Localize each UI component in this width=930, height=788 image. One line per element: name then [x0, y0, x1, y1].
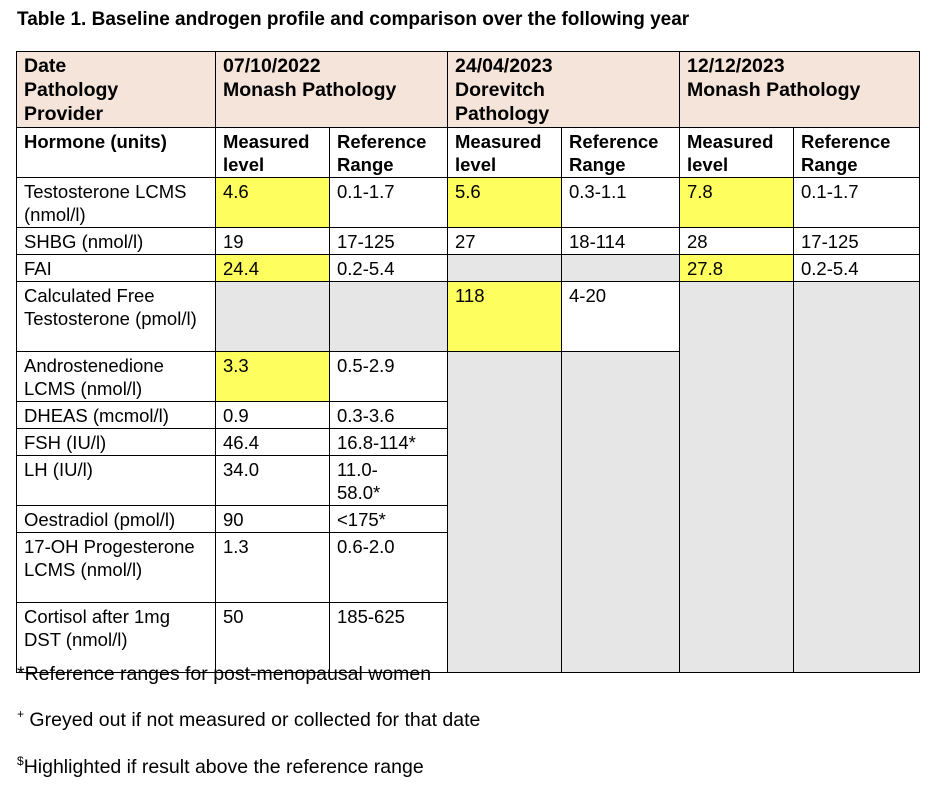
measured-value: 46.4	[215, 428, 330, 456]
reference-range: 11.0-58.0*	[329, 455, 448, 506]
greyed-cell	[679, 281, 794, 673]
measured-value: 19	[215, 227, 330, 255]
table-row: Cortisol after 1mg DST (nmol/l) 50 185-6…	[16, 602, 920, 673]
subheader-reference-2: Reference Range	[561, 127, 680, 178]
greyed-cell	[447, 254, 562, 282]
table-row: FSH (IU/l) 46.4 16.8-114*	[16, 428, 920, 456]
measured-value: 0.9	[215, 401, 330, 429]
hormone-name: LH (IU/l)	[16, 455, 216, 506]
table-row: Oestradiol (pmol/l) 90 <175*	[16, 505, 920, 533]
measured-value: 34.0	[215, 455, 330, 506]
greyed-cell	[329, 281, 448, 352]
subheader-hormone: Hormone (units)	[16, 127, 216, 178]
greyed-cell	[215, 281, 330, 352]
hormone-name: Cortisol after 1mg DST (nmol/l)	[16, 602, 216, 673]
header-label-provider: Provider	[24, 103, 104, 125]
reference-range: 0.2-5.4	[329, 254, 448, 282]
measured-value: 5.6	[447, 177, 562, 228]
header-label-date: Date	[24, 55, 67, 77]
table-row: Testosterone LCMS (nmol/l) 4.6 0.1-1.7 5…	[16, 177, 920, 228]
footnote-mark: +	[17, 707, 25, 721]
reference-range: 17-125	[329, 227, 448, 255]
hormone-name: FSH (IU/l)	[16, 428, 216, 456]
reference-range: 16.8-114*	[329, 428, 448, 456]
measured-value: 50	[215, 602, 330, 673]
hormone-name: FAI	[16, 254, 216, 282]
table-row: Androstenedione LCMS (nmol/l) 3.3 0.5-2.…	[16, 351, 920, 673]
header-date-col-2: 24/04/2023 Dorevitch Pathology	[447, 51, 680, 128]
measured-value: 3.3	[215, 351, 330, 402]
table-title: Table 1. Baseline androgen profile and c…	[17, 9, 690, 30]
footnote-text: Greyed out if not measured or collected …	[24, 709, 481, 731]
reference-range: 0.1-1.7	[329, 177, 448, 228]
reference-range: 4-20	[561, 281, 680, 352]
reference-range: 0.2-5.4	[793, 254, 920, 282]
subheader-row: Hormone (units) Measured level Reference…	[16, 127, 920, 178]
measured-value: 24.4	[215, 254, 330, 282]
greyed-cell	[793, 281, 920, 673]
reference-range: 17-125	[793, 227, 920, 255]
hormone-name: SHBG (nmol/l)	[16, 227, 216, 255]
measured-value: 28	[679, 227, 794, 255]
measured-value: 27.8	[679, 254, 794, 282]
measured-value: 4.6	[215, 177, 330, 228]
hormone-name: Androstenedione LCMS (nmol/l)	[16, 351, 216, 402]
hormone-name: Oestradiol (pmol/l)	[16, 505, 216, 533]
footnote-reference-ranges: *Reference ranges for post-menopausal wo…	[17, 663, 431, 686]
table-row: DHEAS (mcmol/l) 0.9 0.3-3.6	[16, 401, 920, 429]
footnote-highlighted: $Highlighted if result above the referen…	[17, 754, 424, 779]
subheader-measured-1: Measured level	[215, 127, 330, 178]
hormone-name: DHEAS (mcmol/l)	[16, 401, 216, 429]
greyed-cell	[561, 254, 680, 282]
reference-range: <175*	[329, 505, 448, 533]
subheader-reference-1: Reference Range	[329, 127, 448, 178]
provider-2: Dorevitch Pathology	[455, 79, 550, 125]
table-row: Calculated Free Testosterone (pmol/l) 11…	[16, 281, 920, 673]
reference-range: 0.5-2.9	[329, 351, 448, 402]
subheader-measured-3: Measured level	[679, 127, 794, 178]
hormone-name: 17-OH Progesterone LCMS (nmol/l)	[16, 532, 216, 603]
measured-value: 118	[447, 281, 562, 352]
reference-range: 18-114	[561, 227, 680, 255]
table-row: FAI 24.4 0.2-5.4 27.8 0.2-5.4	[16, 254, 920, 282]
greyed-cell	[561, 351, 680, 673]
header-label-pathology: Pathology	[24, 79, 119, 101]
header-date-col-3: 12/12/2023 Monash Pathology	[679, 51, 920, 128]
footnote-mark: $	[17, 754, 24, 768]
provider-3: Monash Pathology	[687, 79, 861, 101]
provider-1: Monash Pathology	[223, 79, 397, 101]
measured-value: 27	[447, 227, 562, 255]
footnote-text: *Reference ranges for post-menopausal wo…	[17, 663, 432, 685]
table-row: SHBG (nmol/l) 19 17-125 27 18-114 28 17-…	[16, 227, 920, 255]
header-row-label: Date Pathology Provider	[16, 51, 216, 128]
date-2: 24/04/2023	[455, 55, 553, 77]
header-date-col-1: 07/10/2022 Monash Pathology	[215, 51, 448, 128]
measured-value: 7.8	[679, 177, 794, 228]
hormone-name: Calculated Free Testosterone (pmol/l)	[16, 281, 216, 352]
table-row: LH (IU/l) 34.0 11.0-58.0*	[16, 455, 920, 506]
reference-range: 0.6-2.0	[329, 532, 448, 603]
reference-range: 0.1-1.7	[793, 177, 920, 228]
hormone-name: Testosterone LCMS (nmol/l)	[16, 177, 216, 228]
header-row: Date Pathology Provider 07/10/2022 Monas…	[16, 51, 920, 128]
measured-value: 1.3	[215, 532, 330, 603]
greyed-cell	[447, 351, 562, 673]
subheader-measured-2: Measured level	[447, 127, 562, 178]
date-1: 07/10/2022	[223, 55, 321, 77]
reference-range: 0.3-1.1	[561, 177, 680, 228]
measured-value: 90	[215, 505, 330, 533]
androgen-profile-table: Date Pathology Provider 07/10/2022 Monas…	[16, 51, 920, 673]
footnote-text: Highlighted if result above the referenc…	[23, 756, 424, 778]
reference-range: 185-625	[329, 602, 448, 673]
reference-range: 0.3-3.6	[329, 401, 448, 429]
footnote-greyed: + Greyed out if not measured or collecte…	[17, 707, 481, 732]
subheader-reference-3: Reference Range	[793, 127, 920, 178]
date-3: 12/12/2023	[687, 55, 785, 77]
